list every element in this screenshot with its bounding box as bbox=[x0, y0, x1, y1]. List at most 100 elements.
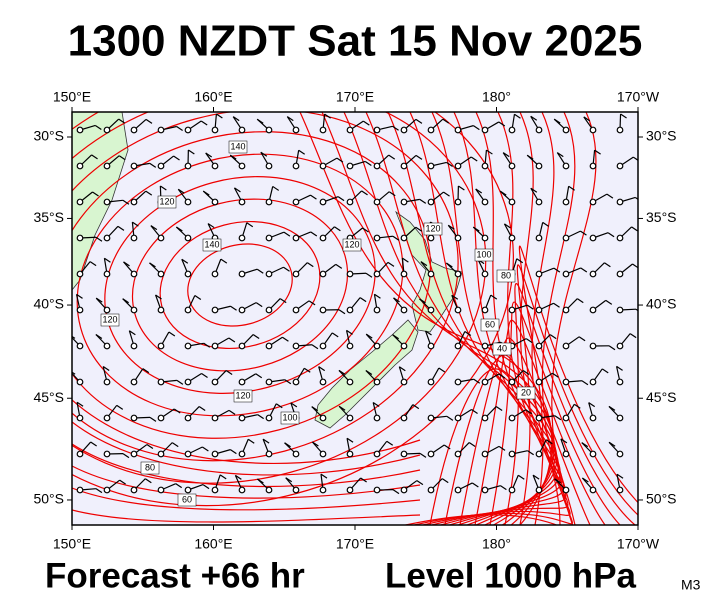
contour-label: 120 bbox=[425, 223, 440, 233]
barb-feather bbox=[620, 113, 627, 119]
station bbox=[481, 306, 489, 314]
lat-label: 40°S bbox=[646, 296, 677, 312]
station bbox=[400, 198, 408, 206]
station bbox=[373, 414, 381, 422]
station bbox=[292, 162, 300, 170]
barb-feather bbox=[392, 489, 400, 495]
barb-feather bbox=[606, 193, 614, 199]
barb-feather bbox=[498, 373, 506, 379]
station bbox=[508, 414, 516, 422]
contour-label: 20 bbox=[521, 387, 531, 397]
contour-label-box bbox=[474, 248, 494, 262]
barb-feather bbox=[402, 257, 409, 263]
barb-feather bbox=[312, 441, 319, 447]
station bbox=[616, 486, 624, 494]
station bbox=[346, 126, 354, 134]
barb-feather bbox=[275, 403, 283, 409]
barb-feather bbox=[594, 149, 601, 155]
station bbox=[184, 450, 192, 458]
barb-feather bbox=[194, 295, 202, 301]
barb-feather bbox=[246, 222, 254, 228]
barb-feather bbox=[387, 261, 395, 267]
station bbox=[616, 450, 624, 458]
station bbox=[589, 486, 597, 494]
station bbox=[508, 486, 516, 494]
station bbox=[157, 126, 165, 134]
barb-feather bbox=[122, 199, 130, 205]
station bbox=[616, 234, 624, 242]
barb-feather bbox=[338, 369, 346, 375]
station bbox=[589, 198, 597, 206]
barb-feather bbox=[290, 402, 298, 408]
contour-label-box bbox=[496, 269, 516, 283]
barb-feather bbox=[230, 449, 237, 455]
barb-feather bbox=[310, 194, 317, 200]
contour-line bbox=[429, 368, 561, 525]
station bbox=[265, 270, 273, 278]
barb-feather bbox=[472, 482, 479, 488]
barb-feather bbox=[635, 308, 638, 312]
station bbox=[103, 450, 111, 458]
contour-line bbox=[504, 283, 636, 525]
barb-feather bbox=[311, 344, 319, 350]
station bbox=[76, 378, 84, 386]
station bbox=[211, 126, 219, 134]
station bbox=[454, 126, 462, 134]
contour-label: 60 bbox=[182, 494, 192, 504]
barb-feather bbox=[471, 409, 478, 414]
barb-feather bbox=[331, 332, 339, 338]
station bbox=[76, 342, 84, 350]
station bbox=[319, 486, 327, 494]
station bbox=[238, 450, 246, 458]
station bbox=[319, 270, 327, 278]
lon-label: 160°E bbox=[194, 536, 232, 552]
barb-feather bbox=[473, 378, 481, 384]
barb-feather bbox=[142, 368, 150, 374]
station bbox=[130, 270, 138, 278]
barb-feather bbox=[202, 484, 210, 490]
station bbox=[319, 450, 327, 458]
station bbox=[589, 270, 597, 278]
lat-label: 35°S bbox=[33, 209, 64, 225]
barb-feather bbox=[337, 196, 345, 202]
barb-feather bbox=[365, 160, 372, 166]
station bbox=[454, 378, 462, 386]
station bbox=[535, 342, 543, 350]
barb-feather bbox=[553, 302, 560, 308]
station bbox=[508, 234, 516, 242]
barb-feather bbox=[525, 409, 533, 415]
wind-barbs bbox=[72, 113, 638, 495]
station bbox=[400, 342, 408, 350]
barb-feather bbox=[472, 226, 480, 232]
barb-feather bbox=[122, 453, 130, 459]
barb-feather bbox=[306, 262, 314, 268]
station bbox=[427, 486, 435, 494]
barb-feather bbox=[149, 416, 157, 422]
barb-feather bbox=[318, 366, 326, 372]
barb-feather bbox=[346, 437, 354, 443]
lon-label: 170°E bbox=[336, 536, 374, 552]
barb-feather bbox=[475, 188, 483, 194]
barb-feather bbox=[283, 231, 291, 237]
contour-line bbox=[72, 399, 421, 464]
station bbox=[427, 342, 435, 350]
lon-label: 170°W bbox=[617, 89, 660, 105]
barb-feather bbox=[104, 257, 111, 263]
barb-feather bbox=[499, 190, 507, 196]
barb-feather bbox=[374, 293, 381, 299]
barb-feather bbox=[123, 261, 130, 267]
barb-feather bbox=[498, 121, 506, 127]
contour-label-box bbox=[140, 461, 160, 475]
station bbox=[616, 342, 624, 350]
station bbox=[400, 414, 408, 422]
contour-label-box bbox=[100, 313, 120, 327]
station bbox=[373, 378, 381, 386]
barb-feather bbox=[216, 113, 223, 119]
barb-feather bbox=[608, 405, 616, 411]
barb-feather bbox=[470, 156, 478, 162]
barb-feather bbox=[552, 372, 559, 378]
station bbox=[184, 198, 192, 206]
barb-feather bbox=[458, 185, 465, 191]
barb-feather bbox=[303, 367, 311, 373]
barb-feather bbox=[573, 403, 581, 409]
